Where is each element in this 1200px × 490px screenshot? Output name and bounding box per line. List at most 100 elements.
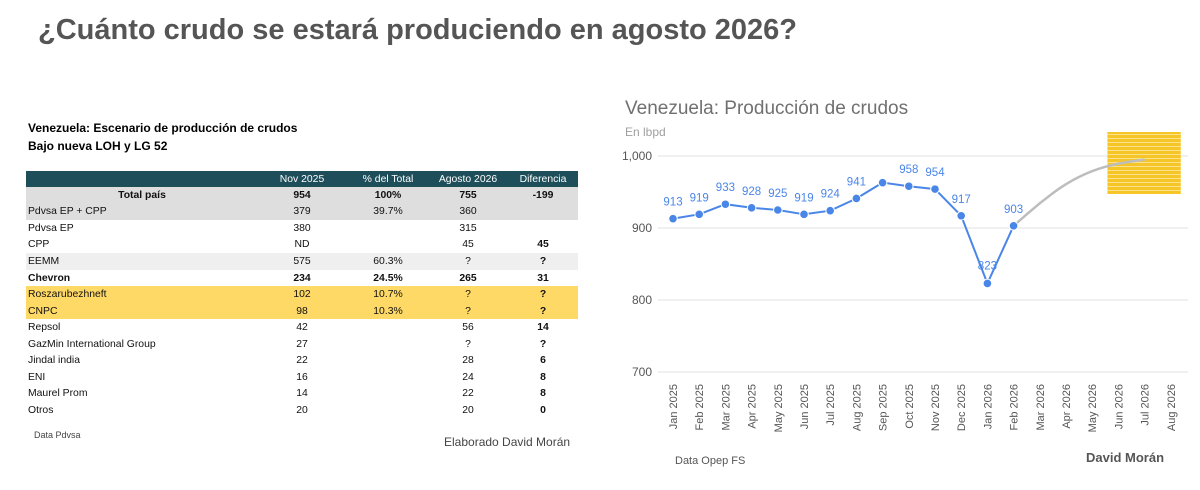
x-tick-label: Oct 2025: [904, 384, 916, 429]
data-label: 958: [899, 164, 918, 176]
cell-dif: 14: [537, 322, 549, 334]
cell-pct: [348, 352, 428, 369]
data-label: 913: [663, 197, 682, 209]
data-label: 954: [925, 167, 945, 179]
cell-ago: 22: [462, 388, 474, 400]
header-pct-total: % del Total: [348, 171, 428, 187]
cell-ago: 755: [428, 187, 508, 204]
cell-pct: 60.3%: [348, 253, 428, 270]
cell-ago: 56: [462, 322, 474, 334]
data-point: [851, 193, 862, 204]
table-subtitle: Bajo nueva LOH y LG 52: [28, 139, 168, 153]
cell-name: Chevron: [28, 272, 71, 284]
cell-pct: [348, 220, 428, 237]
cell-dif: ?: [508, 253, 578, 270]
cell-dif: ?: [508, 302, 578, 320]
x-tick-label: Mar 2025: [720, 384, 732, 430]
cell-dif: 0: [540, 404, 546, 416]
data-label: 903: [1004, 204, 1023, 216]
cell-dif: 45: [537, 239, 549, 251]
cell-name: EEMM: [26, 253, 256, 270]
cell-dif: 8: [540, 371, 546, 383]
x-tick-label: Feb 2026: [1009, 384, 1021, 430]
data-label: 823: [978, 260, 997, 272]
data-point: [904, 181, 914, 192]
cell-nov: 16: [296, 371, 308, 383]
cell-name: CPP: [28, 239, 50, 251]
table-row: Total país 954 100% 755 -199: [26, 187, 578, 204]
x-tick-label: Jul 2026: [1140, 384, 1152, 426]
table-header-row: Nov 2025 % del Total Agosto 2026 Diferen…: [26, 171, 578, 187]
header-nov-2025: Nov 2025: [256, 171, 348, 187]
cell-ago: 265: [459, 272, 477, 284]
cell-pct: 39.7%: [348, 203, 428, 221]
cell-name: ENI: [28, 371, 46, 383]
cell-nov: 20: [296, 404, 308, 416]
table-row: Roszarubezhneft 102 10.7%??: [26, 286, 578, 303]
cell-ago: ?: [465, 338, 471, 350]
cell-ago: 315: [459, 222, 477, 234]
data-label: 917: [952, 194, 971, 206]
x-tick-label: Jan 2026: [982, 384, 994, 429]
cell-name: Pdvsa EP + CPP: [26, 203, 256, 221]
cell-pct: 10.7%: [348, 286, 428, 303]
cell-dif: 6: [540, 355, 546, 367]
data-point: [825, 205, 835, 216]
table-row: Pdvsa EP 380 315: [26, 220, 578, 237]
cell-ago: 45: [462, 239, 474, 251]
cell-name: Repsol: [28, 322, 61, 334]
data-point: [930, 184, 940, 194]
x-tick-label: Nov 2025: [930, 384, 942, 431]
data-point: [956, 210, 967, 221]
cell-pct: [348, 369, 428, 386]
table-row: Otros 20 20 0: [26, 402, 578, 419]
chart-source: Data Opep FS: [675, 455, 745, 467]
table-row: Maurel Prom 14 22 8: [26, 386, 578, 403]
cell-dif: 31: [537, 272, 549, 284]
data-label: 919: [794, 192, 813, 204]
cell-pct: [348, 237, 428, 254]
table-row: Repsol 42 56 14: [26, 319, 578, 336]
y-tick-label: 900: [632, 221, 652, 235]
header-agosto-2026: Agosto 2026: [428, 171, 508, 187]
cell-name: Pdvsa EP: [28, 222, 74, 234]
chart-subtitle: En lbpd: [625, 125, 666, 139]
cell-name: Maurel Prom: [28, 388, 88, 400]
data-point: [982, 278, 993, 289]
table-row: EEMM 575 60.3%??: [26, 253, 578, 270]
cell-nov: 954: [256, 187, 348, 204]
cell-pct: [348, 386, 428, 403]
cell-ago: ?: [428, 253, 508, 270]
table-row: ENI 16 24 8: [26, 369, 578, 386]
cell-nov: 575: [256, 253, 348, 270]
production-table: Nov 2025 % del Total Agosto 2026 Diferen…: [26, 171, 578, 419]
cell-pct: 24.5%: [373, 272, 403, 284]
x-tick-label: Feb 2025: [694, 384, 706, 430]
x-tick-label: May 2025: [773, 384, 785, 432]
data-point: [694, 209, 704, 220]
table-source: Data Pdvsa: [34, 430, 81, 440]
cell-name: Jindal india: [28, 355, 80, 367]
data-label: 925: [768, 188, 787, 200]
chart-title: Venezuela: Producción de crudos: [625, 98, 908, 119]
x-tick-label: Apr 2026: [1061, 384, 1073, 429]
data-point: [1008, 221, 1019, 231]
cell-nov: 27: [296, 338, 308, 350]
cell-ago: 360: [428, 203, 508, 221]
cell-dif: ?: [539, 338, 547, 350]
table-row: CPP ND 45 45: [26, 237, 578, 254]
cell-pct: [348, 402, 428, 419]
cell-nov: 98: [256, 302, 348, 320]
cell-pct: [348, 336, 428, 353]
cell-ago: ?: [428, 286, 508, 303]
cell-pct: [348, 319, 428, 336]
series-line-projection: [1012, 158, 1145, 228]
x-tick-label: Jul 2025: [825, 384, 837, 426]
x-tick-label: Aug 2026: [1166, 384, 1178, 431]
cell-ago: ?: [428, 302, 508, 320]
data-point: [746, 203, 757, 213]
cell-nov: 234: [293, 272, 311, 284]
production-chart: Venezuela: Producción de crudos En lbpd …: [622, 98, 1188, 467]
cell-name: GazMin International Group: [28, 338, 156, 350]
cell-dif: [508, 220, 578, 237]
